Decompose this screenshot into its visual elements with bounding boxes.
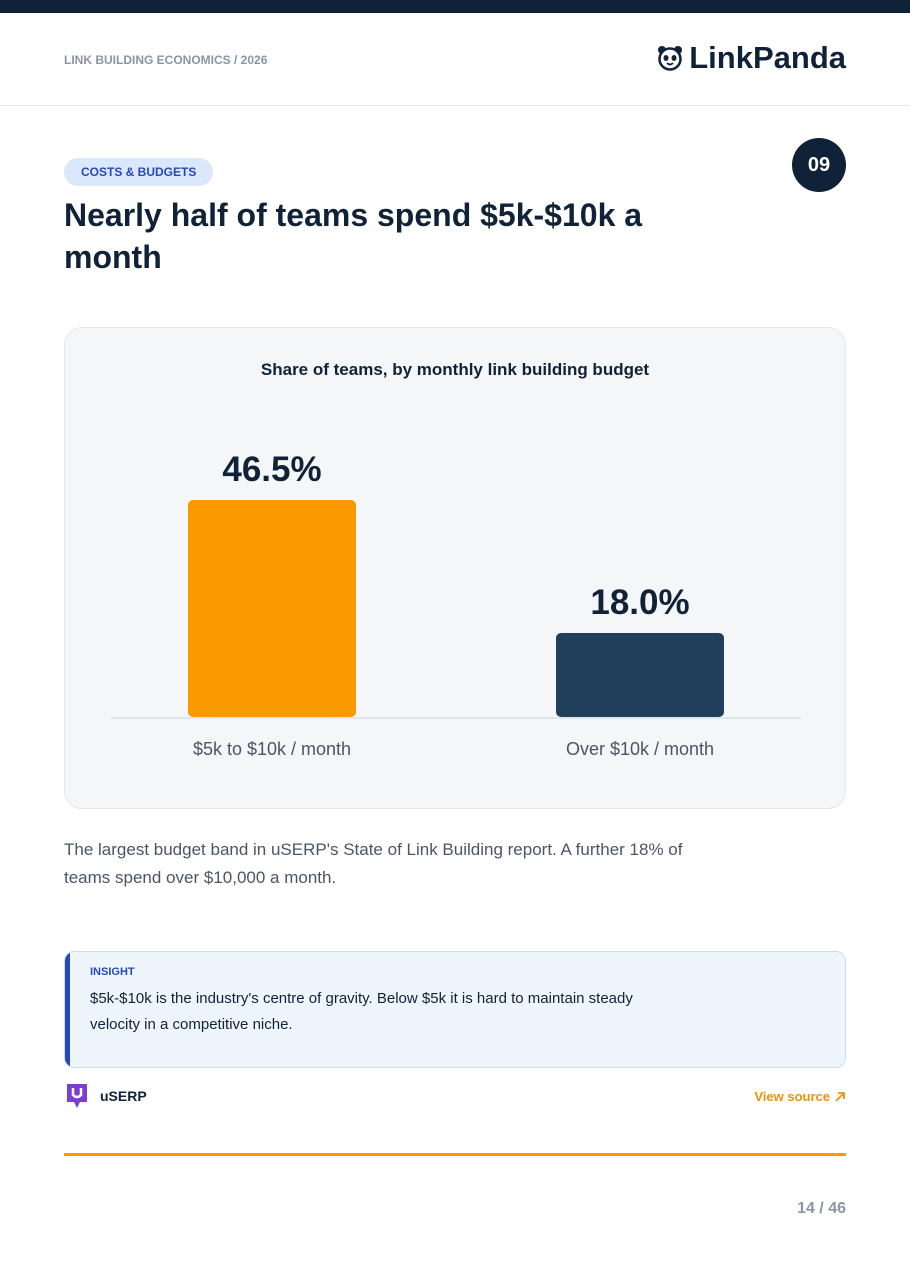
insight-accent — [65, 952, 70, 1067]
description: The largest budget band in uSERP's State… — [64, 840, 683, 887]
baseline — [111, 717, 801, 719]
source-link[interactable]: View source — [754, 1089, 846, 1104]
category-label: Over $10k / month — [565, 739, 715, 759]
value-label: 18.0% — [590, 582, 690, 622]
source-link-text[interactable]: View source — [754, 1089, 830, 1104]
section-tag: COSTS & BUDGETS — [64, 158, 214, 186]
external-icon — [835, 1091, 845, 1102]
category-label: $5k to $10k / month — [192, 739, 352, 759]
insight-box: INSIGHT $5k-$10k is the industry's centr… — [64, 951, 846, 1068]
source-icon — [67, 1084, 87, 1108]
source-name: uSERP — [100, 1088, 147, 1104]
value-label: 46.5% — [222, 449, 322, 489]
brand-name: LinkPanda — [689, 40, 846, 75]
section-number: 09 — [792, 138, 846, 192]
insight-text: $5k-$10k is the industry's centre of gra… — [90, 990, 633, 1033]
top-bar — [0, 0, 910, 13]
chart-title: Share of teams, by monthly link building… — [260, 360, 650, 379]
page-number: 14 / 46 — [797, 1200, 846, 1217]
insight-label: INSIGHT — [90, 966, 135, 978]
bar — [188, 499, 356, 717]
separator — [0, 105, 910, 106]
section-title: Nearly half of teams spend $5k-$10k a mo… — [64, 197, 643, 275]
footer-rule — [64, 1153, 846, 1156]
brand-icon — [658, 46, 683, 71]
chart-card: Share of teams, by monthly link building… — [64, 327, 846, 809]
source: uSERP — [66, 1083, 147, 1109]
bar — [556, 632, 724, 717]
kicker: LINK BUILDING ECONOMICS / 2026 — [64, 53, 268, 67]
brand: LinkPanda — [657, 40, 846, 76]
